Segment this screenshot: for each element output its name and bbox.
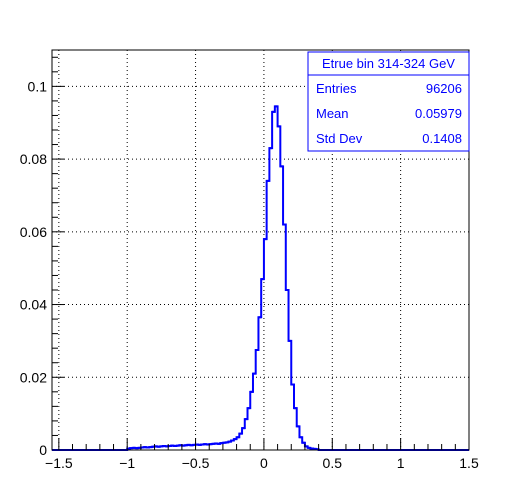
x-tick-label: 0.5 [323, 455, 343, 471]
x-tick-label: −1 [119, 455, 135, 471]
x-tick-label: −0.5 [182, 455, 210, 471]
x-tick-label: −1.5 [45, 455, 73, 471]
x-tick-label: 0 [260, 455, 268, 471]
stats-mean-value: 0.05979 [415, 106, 462, 121]
x-axis: −1.5 −1 −0.5 0 0.5 1 1.5 [45, 438, 479, 471]
stats-stddev-value: 0.1408 [422, 131, 462, 146]
stats-stddev-label: Std Dev [316, 131, 363, 146]
stats-box-frame [307, 51, 470, 152]
y-tick-label: 0.02 [20, 369, 47, 385]
y-tick-label: 0.06 [20, 224, 47, 240]
stats-entries-label: Entries [316, 81, 357, 96]
y-tick-label: 0.04 [20, 297, 47, 313]
stats-entries-value: 96206 [426, 81, 462, 96]
histogram-series [52, 105, 469, 451]
histogram-step-line [52, 105, 469, 451]
y-tick-label: 0.1 [28, 78, 48, 94]
y-tick-label: 0.08 [20, 151, 47, 167]
x-tick-label: 1.5 [459, 455, 479, 471]
stats-box: Etrue bin 314-324 GeV Entries 96206 Mean… [307, 51, 470, 152]
plot-frame [51, 49, 470, 451]
stats-box-title: Etrue bin 314-324 GeV [322, 56, 455, 71]
plot-frame-rect [51, 49, 470, 451]
stats-mean-label: Mean [316, 106, 349, 121]
y-axis: 0 0.02 0.04 0.06 0.08 0.1 [20, 56, 64, 458]
y-tick-label: 0 [39, 442, 47, 458]
x-tick-label: 1 [397, 455, 405, 471]
